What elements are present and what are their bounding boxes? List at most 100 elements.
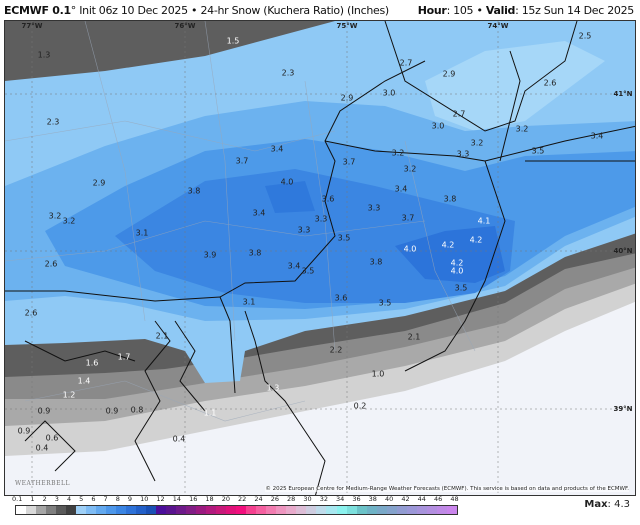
colorbar-cell [316,506,327,514]
colorbar-tick-label: 24 [254,495,263,503]
snow-total-label: 0.9 [17,426,31,436]
snow-total-label: 3.8 [443,194,457,204]
snow-total-label: 2.3 [281,68,295,78]
hour-value: : 105 [446,4,474,17]
snow-total-label: 1.7 [117,352,131,362]
snow-total-label: 3.3 [297,225,311,235]
snow-total-label: 0.4 [172,434,186,444]
lon-label: 77°W [21,22,43,30]
colorbar-cell [416,506,427,514]
snow-total-label: 3.0 [382,88,396,98]
snow-total-label: 4.2 [441,240,455,250]
county-lines [5,21,476,422]
snow-total-label: 2.2 [329,345,343,355]
snow-total-label: 2.7 [452,109,466,119]
snow-total-label: 3.8 [248,248,262,258]
snow-total-label: 3.7 [235,156,249,166]
lon-label: 76°W [174,22,196,30]
colorbar-tick-label: 20 [221,495,230,503]
colorbar-cell [96,506,107,514]
lat-label: 39°N [613,405,633,413]
snow-total-label: 3.2 [403,164,417,174]
snow-total-label: 1.3 [37,50,51,60]
colorbar-tick-label: 18 [205,495,214,503]
colorbar-tick-label: 28 [287,495,296,503]
snow-total-label: 2.6 [24,308,38,318]
snow-total-label: 3.5 [337,233,351,243]
colorbar-tick-label: 1 [30,495,35,503]
colorbar-cell [266,506,277,514]
snow-total-label: 2.3 [46,117,60,127]
max-label: Max [584,499,608,510]
snow-total-label: 3.6 [334,293,348,303]
colorbar-tick-label: 22 [238,495,247,503]
lat-label: 40°N [613,247,633,255]
hour-label: Hour [417,4,447,17]
snow-total-label: 3.7 [401,213,415,223]
colorbar-cell [36,506,47,514]
colorbar-cell [336,506,347,514]
colorbar-tick-label: 40 [385,495,394,503]
colorbar-cell [66,506,77,514]
colorbar-tick-label: 0.1 [12,495,23,503]
snow-total-label: 3.6 [321,194,335,204]
colorbar-cell [366,506,377,514]
colorbar-cell [446,506,457,514]
band-4b [265,181,315,213]
colorbar-cell [426,506,437,514]
colorbar-cell [256,506,267,514]
snow-total-label: 4.0 [280,177,294,187]
snow-total-label: 2.6 [44,259,58,269]
colorbar-cell [216,506,227,514]
valid-label: Valid [485,4,516,17]
colorbar-tick-label: 32 [319,495,328,503]
colorbar-tick-label: 9 [127,495,133,503]
band-4 [395,226,505,283]
snow-total-label: 3.8 [369,257,383,267]
colorbar-cell [226,506,237,514]
snow-total-label: 3.7 [342,157,356,167]
map-title: ECMWF 0.1° Init 06z 10 Dec 2025 • 24-hr … [4,4,389,17]
snow-total-label: 2.1 [407,332,421,342]
colorbar-cell [436,506,447,514]
colorbar-tick-label: 2 [42,495,47,503]
colorbar-tick-label: 38 [368,495,377,503]
snow-total-label: 2.9 [92,178,106,188]
copyright-notice: © 2025 European Centre for Medium-Range … [265,486,629,492]
colorbar-cell [136,506,147,514]
colorbar-cell [56,506,67,514]
colorbar-tick-label: 44 [417,495,426,503]
colorbar-cell [166,506,177,514]
valid-time: Hour: 105 • Valid: 15z Sun 14 Dec 2025 [417,4,635,17]
colorbar-cell [46,506,57,514]
snow-total-label: 0.9 [37,406,51,416]
snow-total-label: 0.2 [353,401,367,411]
colorbar-cell [196,506,207,514]
colorbar-cell [306,506,317,514]
snow-total-label: 1.5 [226,36,240,46]
snow-total-label: 0.4 [35,443,49,453]
snow-total-label: 3.0 [431,121,445,131]
colorbar-tick-label: 4 [66,495,72,503]
colorbar-cell [116,506,127,514]
separator: • [476,4,483,17]
colorbar-cell [126,506,137,514]
colorbar-cell [186,506,197,514]
colorbar-tick-label: 48 [450,495,459,503]
colorbar-tick-label: 14 [172,495,182,503]
colorbar-cell [276,506,287,514]
snow-total-label: 3.2 [62,216,76,226]
colorbar-tick-label: 3 [54,495,59,503]
degree-symbol: ° [70,4,77,17]
colorbar-cell [286,506,297,514]
separator: • [191,4,198,17]
snow-total-label: 3.2 [470,138,484,148]
colorbar-tick-label: 30 [303,495,312,503]
max-number: : 4.3 [607,499,630,510]
snow-total-label: 3.8 [187,186,201,196]
colorbar-cell [236,506,247,514]
snow-total-label: 1.4 [77,376,91,386]
colorbar-cell [376,506,387,514]
colorbar-tick-label: 46 [433,495,443,503]
